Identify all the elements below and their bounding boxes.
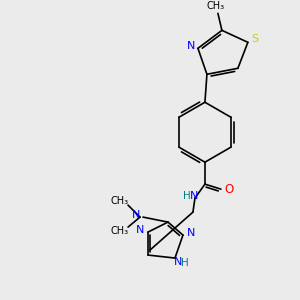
- Text: H: H: [183, 191, 191, 201]
- Text: S: S: [251, 34, 258, 44]
- Text: CH₃: CH₃: [207, 2, 225, 11]
- Text: N: N: [187, 41, 195, 51]
- Text: O: O: [224, 183, 233, 196]
- Text: CH₃: CH₃: [111, 226, 129, 236]
- Text: N: N: [190, 191, 198, 201]
- Text: N: N: [136, 225, 144, 235]
- Text: N: N: [132, 210, 140, 220]
- Text: N: N: [174, 257, 182, 267]
- Text: H: H: [181, 258, 189, 268]
- Text: N: N: [187, 228, 195, 238]
- Text: CH₃: CH₃: [111, 196, 129, 206]
